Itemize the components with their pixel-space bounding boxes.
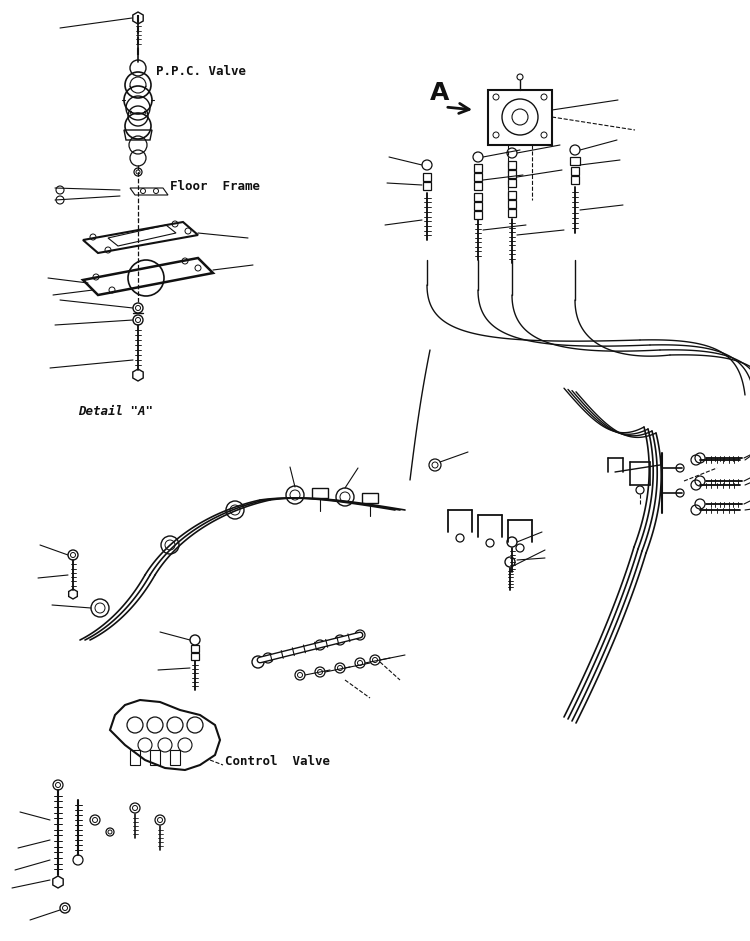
Text: P.P.C. Valve: P.P.C. Valve xyxy=(156,65,246,78)
Bar xyxy=(570,157,580,165)
Text: A: A xyxy=(430,81,449,105)
Bar xyxy=(488,90,552,145)
Text: Detail "A": Detail "A" xyxy=(78,405,153,418)
Bar xyxy=(170,750,180,765)
Bar xyxy=(150,750,160,765)
Bar xyxy=(312,488,328,498)
Bar xyxy=(130,750,140,765)
Text: Floor  Frame: Floor Frame xyxy=(170,180,260,193)
Text: Control  Valve: Control Valve xyxy=(225,755,330,768)
Bar xyxy=(362,493,378,503)
